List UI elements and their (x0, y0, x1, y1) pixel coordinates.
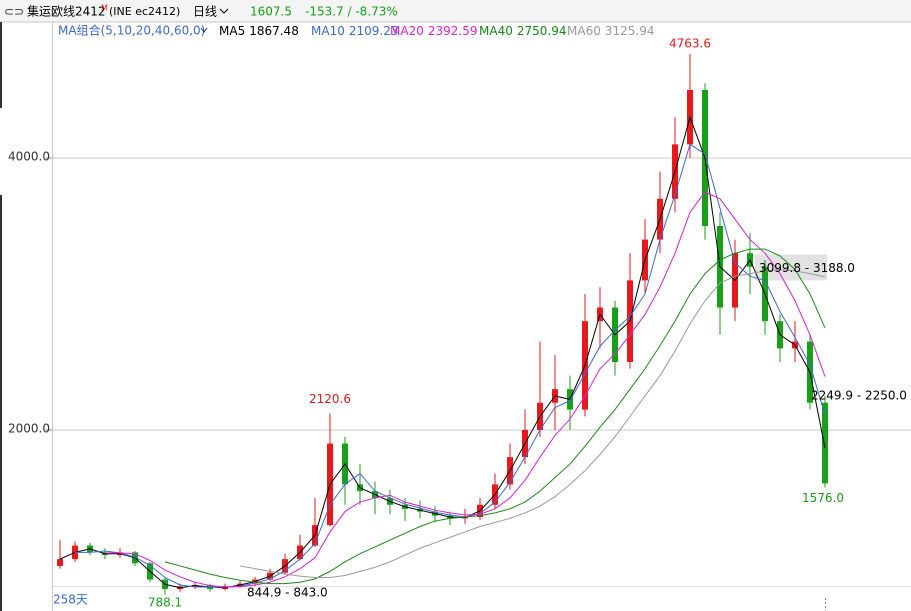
period-dropdown[interactable] (219, 8, 229, 14)
ma-dropdown[interactable] (200, 27, 208, 33)
ma-line (164, 248, 826, 585)
legend-value: 2392.59 (428, 24, 478, 38)
legend-entry: MA10 2109.23 (311, 24, 398, 38)
legend-entry: MA40 2750.94 (479, 24, 566, 38)
ma-line (75, 143, 826, 588)
legend-name: MA10 (311, 24, 345, 38)
candle-body (822, 402, 828, 484)
ma-group[interactable]: MA组合(5,10,20,40,60,0) (58, 23, 205, 38)
legend-entry: MA60 3125.94 (567, 24, 654, 38)
days-label: 258天 (53, 593, 88, 607)
ma-line (59, 115, 826, 589)
legend-entry: MA20 2392.59 (390, 24, 477, 38)
legend-value: 2109.23 (349, 24, 399, 38)
ma-line (239, 268, 826, 578)
legend-name: MA20 (390, 24, 424, 38)
candle-body (57, 559, 63, 566)
y-tick-label: 4000.0 (8, 149, 50, 163)
legend-value: 3125.94 (605, 24, 655, 38)
symbol-mark: M (101, 4, 108, 13)
legend-name: MA60 (567, 24, 601, 38)
annotation: 844.9 - 843.0 (247, 586, 328, 600)
symbol-name: 集运欧线2412 (27, 4, 106, 19)
legend-value: 1867.48 (249, 24, 299, 38)
legend-name: MA5 (219, 24, 245, 38)
annotation: 3099.8 - 3188.0 (759, 261, 855, 275)
ma-line (105, 191, 826, 588)
price-change: -153.7 / -8.73% (305, 5, 398, 19)
annotation: 788.1 (148, 596, 182, 610)
last-price: 1607.5 (250, 5, 292, 19)
annotation: 2120.6 (309, 392, 351, 406)
header-bar (0, 0, 911, 22)
legend-entry: MA5 1867.48 (219, 24, 299, 38)
annotation: 4763.6 (669, 37, 711, 51)
icon[interactable]: ⊂⊃ (4, 5, 24, 19)
annotation: 1576.0 (802, 491, 844, 505)
annotation: 2249.9 - 2250.0 (811, 388, 907, 402)
y-tick-label: 2000.0 (8, 421, 50, 435)
symbol-code: (INE ec2412) (109, 5, 180, 18)
legend-value: 2750.94 (517, 24, 567, 38)
legend-name: MA40 (479, 24, 513, 38)
period[interactable]: 日线 (193, 5, 217, 19)
